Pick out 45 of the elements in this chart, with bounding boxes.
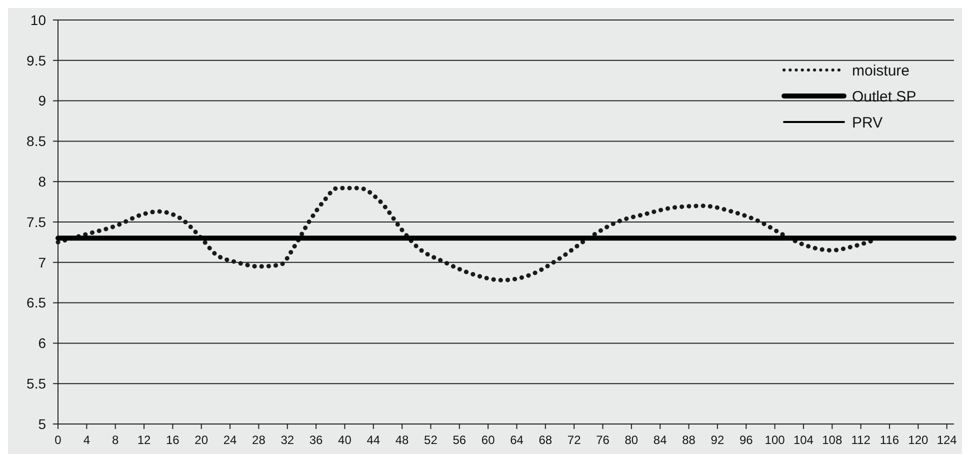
x-tick-label: 16	[166, 433, 180, 447]
x-tick-label: 4	[83, 433, 90, 447]
x-tick-label: 0	[54, 433, 62, 447]
legend-label: PRV	[852, 114, 883, 132]
x-tick-label: 84	[653, 433, 668, 447]
x-tick-label: 100	[764, 433, 786, 447]
x-tick-label: 36	[309, 433, 324, 447]
x-tick-label: 64	[510, 433, 524, 447]
x-tick-label: 124	[936, 433, 958, 447]
x-tick-label: 72	[567, 433, 582, 447]
y-tick-label: 6	[38, 335, 46, 352]
y-tick-label: 7	[38, 254, 46, 270]
y-tick-label: 8.5	[26, 133, 46, 150]
x-tick-label: 120	[908, 433, 928, 447]
x-tick-label: 80	[624, 433, 638, 447]
x-tick-label: 76	[596, 433, 610, 447]
x-tick-label: 88	[682, 433, 696, 447]
x-tick-label: 112	[851, 433, 871, 447]
x-tick-label: 56	[452, 433, 466, 447]
y-tick-label: 9	[38, 92, 46, 109]
x-tick-label: 8	[112, 433, 119, 447]
y-tick-label: 6.5	[26, 294, 46, 311]
y-tick-label: 9.5	[26, 52, 46, 68]
legend-label: moisture	[852, 62, 910, 80]
x-tick-label: 116	[880, 433, 900, 447]
x-tick-label: 68	[538, 433, 552, 447]
x-tick-label: 96	[739, 433, 754, 447]
x-tick-label: 40	[338, 433, 352, 447]
x-tick-label: 60	[481, 433, 496, 447]
y-tick-label: 5.5	[26, 376, 46, 392]
x-tick-label: 108	[822, 433, 842, 447]
x-tick-label: 48	[395, 433, 410, 447]
y-tick-label: 10	[30, 12, 46, 28]
y-tick-label: 5	[38, 416, 46, 432]
x-tick-label: 92	[710, 433, 724, 447]
y-tick-label: 7.5	[26, 214, 46, 230]
x-tick-label: 28	[252, 433, 266, 447]
x-tick-label: 12	[137, 433, 152, 447]
x-tick-label: 52	[424, 433, 438, 447]
x-tick-label: 104	[793, 433, 814, 447]
x-tick-label: 24	[223, 433, 238, 447]
y-tick-label: 8	[38, 174, 46, 190]
x-tick-label: 20	[194, 433, 208, 447]
x-tick-label: 44	[366, 433, 380, 447]
x-tick-label: 32	[280, 433, 294, 447]
